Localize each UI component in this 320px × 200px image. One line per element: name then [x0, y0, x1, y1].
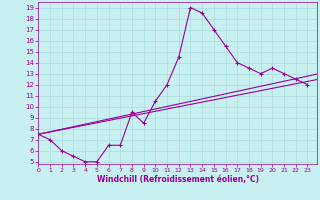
X-axis label: Windchill (Refroidissement éolien,°C): Windchill (Refroidissement éolien,°C)	[97, 175, 259, 184]
